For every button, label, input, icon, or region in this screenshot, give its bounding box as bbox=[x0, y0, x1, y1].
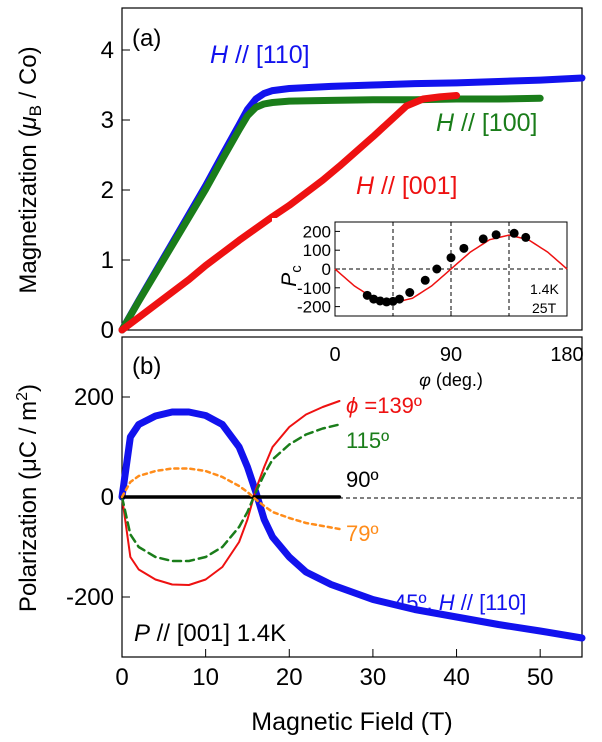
b-xtick-label: 0 bbox=[115, 664, 128, 691]
inset-xtick-label: 180 bbox=[550, 344, 583, 366]
b-xtick-label: 10 bbox=[192, 664, 219, 691]
panel-a-series bbox=[118, 74, 586, 334]
label-115: 115º bbox=[346, 428, 389, 453]
b-xtick-label: 50 bbox=[527, 664, 554, 691]
panel-b-x-ticks: 0 10 20 30 40 50 bbox=[115, 649, 554, 691]
inset-data-point bbox=[394, 294, 404, 304]
b-ytick-label: 0 bbox=[101, 484, 114, 511]
label-h110-a: H // [110] bbox=[210, 41, 310, 69]
y-axis-title-b: Polarization (μC / m2) bbox=[14, 384, 42, 612]
panel-b-annotation: P // [001] 1.4K bbox=[134, 620, 286, 647]
inset-y-label: Pc bbox=[278, 265, 305, 287]
panel-a-frame bbox=[121, 7, 583, 331]
inset-xtick-label: 90 bbox=[440, 344, 462, 366]
a-ytick-label: 2 bbox=[101, 177, 114, 204]
a-ytick-label: 0 bbox=[101, 317, 114, 344]
inset-data-point bbox=[491, 230, 501, 240]
panel-a-label: (a) bbox=[132, 25, 161, 52]
inset-xtick-label: 0 bbox=[329, 344, 340, 366]
inset-data-point bbox=[446, 253, 456, 263]
label-79: 79º bbox=[346, 521, 379, 546]
inset-x-label: φ (deg.) bbox=[419, 370, 483, 390]
inset-ytick-label: 200 bbox=[303, 222, 331, 241]
a-ytick-label: 3 bbox=[101, 107, 114, 134]
inset-ytick-label: -100 bbox=[297, 279, 331, 298]
inset-data-point bbox=[521, 232, 531, 242]
inset-x-ticks: 0 90 180 bbox=[329, 311, 584, 366]
inset-annotation-field: 25T bbox=[532, 300, 557, 316]
inset-data-point bbox=[405, 288, 415, 297]
inset-data-point bbox=[459, 243, 469, 253]
b-xtick-label: 30 bbox=[360, 664, 387, 691]
panel-a-y-ticks: 0 1 2 3 4 bbox=[101, 37, 130, 344]
panel-b-label: (b) bbox=[132, 353, 161, 380]
b-series-line-0 bbox=[118, 408, 586, 642]
b-xtick-label: 40 bbox=[443, 664, 470, 691]
label-45-h110: 45º, H // [110] bbox=[394, 590, 526, 615]
inset-ytick-label: 100 bbox=[303, 241, 331, 260]
inset-ytick-label: 0 bbox=[322, 260, 331, 279]
label-90: 90º bbox=[346, 467, 379, 492]
inset-data-point bbox=[432, 264, 442, 274]
inset-points-group bbox=[362, 228, 531, 307]
inset-data-point bbox=[478, 234, 488, 244]
b-xtick-label: 20 bbox=[276, 664, 303, 691]
b-ytick-label: 200 bbox=[74, 384, 114, 411]
panel-b-series bbox=[118, 400, 586, 642]
inset-data-point bbox=[420, 275, 430, 285]
inset-data-point bbox=[509, 228, 519, 238]
inset-ytick-label: -200 bbox=[297, 298, 331, 317]
inset-annotation-temp: 1.4K bbox=[530, 281, 559, 297]
a-series-line-2 bbox=[118, 92, 461, 334]
x-axis-title: Magnetic Field (T) bbox=[251, 708, 452, 736]
b-series-line-1 bbox=[121, 400, 341, 586]
a-ytick-label: 1 bbox=[101, 247, 114, 274]
b-series-line-2 bbox=[120, 423, 341, 563]
label-phi-139: ϕ =139º bbox=[346, 393, 422, 418]
a-ytick-label: 4 bbox=[101, 37, 114, 64]
y-axis-title-a: Magnetization (μB / Co) bbox=[15, 46, 45, 293]
b-series-line-4 bbox=[120, 467, 341, 531]
label-h001: H // [001] bbox=[356, 172, 457, 200]
inset-data-point bbox=[382, 297, 392, 307]
label-h100: H // [100] bbox=[436, 109, 537, 137]
b-ytick-label: -200 bbox=[66, 584, 114, 611]
